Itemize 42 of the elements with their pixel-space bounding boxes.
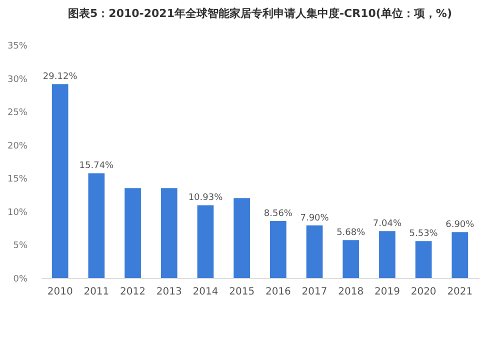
bar [124, 188, 141, 278]
x-tick-label: 2017 [302, 286, 328, 298]
data-label: 7.04% [372, 219, 402, 230]
data-label: 7.90% [300, 213, 330, 224]
y-tick-label: 30% [7, 74, 28, 85]
bar [160, 188, 178, 278]
y-tick-label: 5% [13, 241, 28, 252]
y-tick-label: 15% [7, 174, 28, 185]
data-label: 15.74% [79, 161, 114, 172]
y-tick-label: 10% [7, 208, 28, 218]
x-tick-label: 2016 [265, 286, 291, 298]
x-tick-label: 2011 [84, 286, 110, 298]
bar [234, 198, 250, 278]
y-tick-label: 35% [7, 42, 28, 52]
x-tick-label: 2015 [229, 286, 255, 298]
bar [52, 84, 68, 278]
data-label: 8.56% [264, 209, 293, 220]
x-tick-label: 2018 [338, 286, 364, 298]
bar [270, 221, 286, 278]
x-tick-label: 2010 [47, 286, 73, 298]
bar [197, 205, 214, 278]
y-tick-label: 0% [13, 274, 28, 284]
bar [88, 173, 105, 278]
x-tick-label: 2020 [410, 286, 436, 298]
data-label: 10.93% [188, 193, 224, 204]
x-tick-label: 2021 [447, 286, 473, 298]
bar [306, 225, 323, 278]
data-label: 6.90% [446, 220, 475, 230]
data-label: 29.12% [42, 72, 78, 82]
data-label: 5.68% [336, 228, 366, 238]
bar [452, 232, 468, 278]
bar [415, 241, 432, 278]
x-tick-label: 2013 [156, 286, 182, 298]
y-tick-label: 20% [7, 141, 28, 152]
chart-title: 图表5：2010-2021年全球智能家居专利申请人集中度-CR10(单位：项，%) [68, 7, 452, 20]
x-tick-label: 2012 [120, 286, 146, 298]
x-tick-label: 2019 [374, 286, 400, 298]
x-tick-label: 2014 [192, 286, 218, 298]
bar [379, 231, 396, 278]
bar [342, 240, 360, 278]
y-tick-label: 25% [7, 108, 28, 118]
data-label: 5.53% [409, 229, 438, 240]
